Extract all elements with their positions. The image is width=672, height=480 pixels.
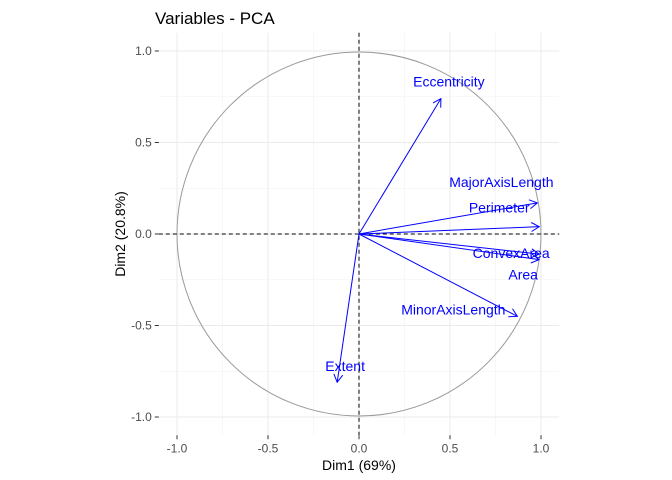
variable-label-majoraxislength: MajorAxisLength: [449, 174, 553, 190]
x-tick-label: 0.0: [351, 441, 368, 455]
arrowhead-eccentricity: [432, 97, 442, 108]
arrowhead-perimeter: [530, 222, 541, 232]
arrow-minoraxislength: [358, 233, 518, 317]
arrowhead-extent: [333, 373, 344, 384]
y-tick-label: -0.5: [131, 319, 152, 333]
arrowhead-convexarea: [530, 248, 541, 259]
x-tick-label: 0.5: [442, 441, 459, 455]
y-tick-label: 1.0: [135, 44, 152, 58]
variable-label-perimeter: Perimeter: [469, 200, 530, 216]
variable-label-minoraxislength: MinorAxisLength: [401, 301, 505, 317]
x-tick-label: -0.5: [258, 441, 279, 455]
variable-label-eccentricity: Eccentricity: [413, 74, 485, 90]
y-tick-label: 0.0: [135, 227, 152, 241]
variable-labels: Eccentricity MajorAxisLength Perimeter Conv…: [325, 74, 553, 375]
x-axis-title: Dim1 (69%): [322, 457, 396, 473]
arrow-majoraxislength: [358, 202, 538, 235]
arrow-convexarea: [358, 233, 540, 255]
arrow-perimeter: [358, 226, 540, 235]
x-tick-label: -1.0: [167, 441, 188, 455]
arrowhead-area: [530, 253, 541, 264]
x-axis-ticks: -1.0 -0.5 0.0 0.5 1.0: [167, 435, 550, 455]
arrow-area: [358, 233, 540, 261]
variable-label-extent: Extent: [325, 358, 365, 374]
correlation-circle: [176, 51, 542, 417]
variable-label-area: Area: [508, 267, 538, 283]
variable-label-convexarea: ConvexArea: [473, 245, 550, 261]
arrow-eccentricity: [358, 98, 442, 235]
y-axis-ticks: -1.0 -0.5 0.0 0.5 1.0: [131, 44, 159, 424]
arrowhead-majoraxislength: [528, 199, 539, 210]
y-tick-label: 0.5: [135, 136, 152, 150]
variable-arrows: [333, 97, 541, 384]
y-axis-title: Dim2 (20.8%): [112, 191, 128, 277]
arrowhead-minoraxislength: [508, 308, 519, 318]
y-tick-label: -1.0: [131, 410, 152, 424]
x-tick-label: 1.0: [533, 441, 550, 455]
chart-title: Variables - PCA: [155, 9, 275, 28]
arrow-extent: [336, 233, 360, 383]
